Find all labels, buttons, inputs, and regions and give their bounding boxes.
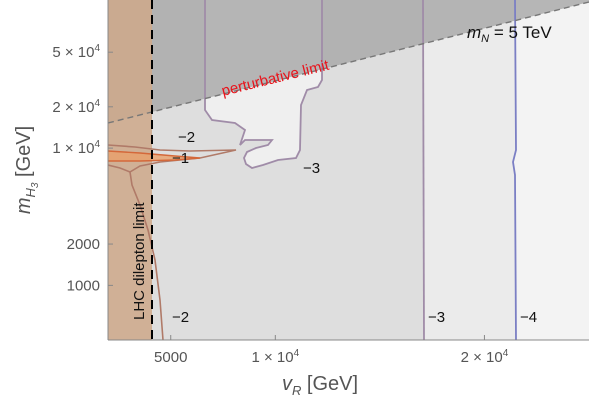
- contour-label-minus4: −4: [520, 309, 537, 326]
- x-tick-label: 1 × 104: [251, 348, 299, 366]
- y-tick-label: 1000: [67, 277, 100, 294]
- x-ticks: 5000 1 × 104 2 × 104: [154, 335, 509, 366]
- dilepton-excluded-region: [108, 0, 152, 340]
- contour-label-minus2-top: −2: [178, 129, 195, 146]
- y-tick-label: 2000: [67, 236, 100, 253]
- dilepton-limit-label: LHC dilepton limit: [131, 202, 148, 320]
- mass-annotation: mN = 5 TeV: [467, 23, 552, 45]
- contour-minus1-fill: [108, 151, 200, 161]
- region-below-minus4: [513, 0, 589, 340]
- contour-label-minus3-right: −3: [428, 309, 445, 326]
- y-tick-label: 2 × 104: [52, 98, 100, 116]
- y-axis-label: mH3 [GeV]: [13, 126, 41, 214]
- contour-minus3-vertical: [422, 0, 425, 340]
- contour-minus3-loop: [204, 0, 323, 169]
- contour-label-minus3-loop: −3: [303, 160, 320, 177]
- y-tick-label: 1 × 104: [52, 139, 100, 157]
- perturbative-boundary: [108, 1, 589, 124]
- x-axis-label: vR [GeV]: [282, 373, 358, 398]
- x-tick-label: 5000: [154, 349, 187, 366]
- contour-minus2: [108, 144, 237, 340]
- contour-label-minus1: −1: [172, 150, 189, 167]
- y-ticks: 1000 2000 1 × 104 2 × 104 5 × 104: [52, 43, 113, 294]
- plot-area: [108, 0, 589, 340]
- contour-minus1: [108, 150, 201, 162]
- contour-minus2-lower: [108, 164, 131, 173]
- y-tick-label: 5 × 104: [52, 43, 100, 61]
- contour-label-minus2-bottom: −2: [172, 309, 189, 326]
- x-tick-label: 2 × 104: [461, 348, 509, 366]
- contour-minus4: [512, 0, 517, 340]
